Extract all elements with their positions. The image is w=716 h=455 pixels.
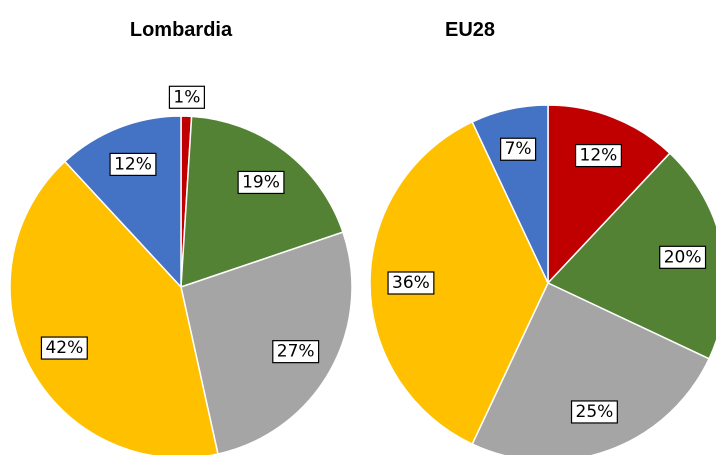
data-label: 36% bbox=[392, 273, 430, 293]
pie-slice bbox=[180, 231, 353, 455]
pie-slice bbox=[546, 152, 716, 360]
label-box bbox=[168, 85, 205, 109]
label-box bbox=[570, 400, 618, 424]
data-label: 7% bbox=[505, 139, 532, 159]
pie-slice bbox=[369, 120, 549, 446]
label-box bbox=[500, 137, 537, 161]
label-box bbox=[272, 340, 320, 364]
label-box bbox=[574, 143, 622, 168]
data-label: 42% bbox=[45, 338, 83, 358]
label-box bbox=[659, 245, 707, 269]
label-box bbox=[237, 170, 285, 195]
label-box bbox=[40, 336, 88, 360]
data-label: 12% bbox=[580, 146, 618, 166]
label-box bbox=[109, 152, 157, 176]
pie-slice bbox=[471, 282, 711, 455]
data-label: 27% bbox=[277, 342, 315, 362]
pie-slice bbox=[180, 115, 344, 289]
data-label: 1% bbox=[173, 87, 200, 107]
label-box bbox=[387, 271, 435, 295]
pie-slice bbox=[9, 160, 219, 455]
data-label: 20% bbox=[664, 247, 702, 267]
chart-title: EU28 bbox=[445, 19, 495, 41]
data-label: 12% bbox=[114, 154, 152, 174]
chart-title: Lombardia bbox=[130, 19, 233, 41]
data-label: 25% bbox=[576, 402, 614, 422]
data-label: 19% bbox=[242, 172, 280, 192]
